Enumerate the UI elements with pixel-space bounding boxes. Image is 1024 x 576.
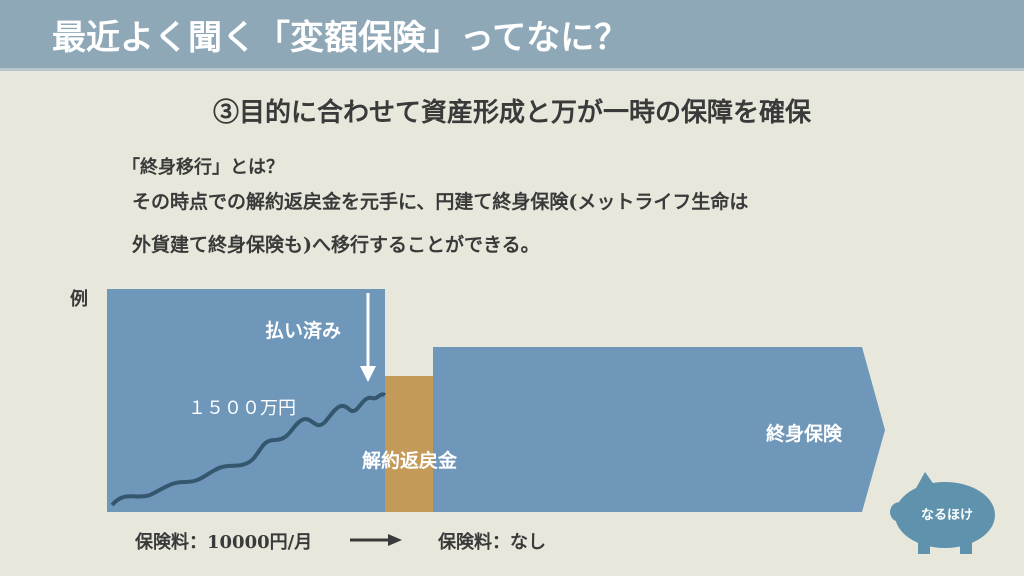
- premium-before: 保険料：10000円/月: [135, 532, 313, 553]
- whole-life-arrow: [433, 347, 885, 512]
- surrender-label: 解約返戻金: [362, 450, 458, 472]
- growth-line: [110, 392, 387, 507]
- subtitle: ③目的に合わせて資産形成と万が一時の保障を確保: [212, 98, 811, 128]
- surrender-block: [385, 376, 433, 512]
- example-label: 例: [70, 289, 88, 310]
- paid-label: 払い済み: [265, 320, 342, 342]
- definition-term: 「終身移行」とは？: [122, 157, 284, 178]
- title: 最近よく聞く「変額保険」ってなに？: [52, 18, 629, 58]
- header-band: [0, 0, 1024, 71]
- pig-body: [895, 482, 995, 548]
- pig-leg: [918, 540, 930, 554]
- amount-label: １５００万円: [188, 398, 296, 419]
- logo-text: なるほけ: [921, 508, 973, 523]
- whole-life-label: 終身保険: [766, 423, 843, 445]
- pig-ear: [915, 472, 935, 490]
- premium-after: 保険料：なし: [438, 532, 546, 553]
- logo: なるほけ: [890, 472, 995, 554]
- pig-snout: [890, 502, 910, 522]
- definition-line: 外貨建て終身保険も)へ移行することができる。: [132, 234, 540, 256]
- flow-arrowhead: [388, 534, 402, 546]
- paid-arrowhead: [360, 366, 376, 382]
- definition-line: その時点での解約返戻金を元手に、円建て終身保険(メットライフ生命は: [132, 191, 749, 213]
- premium-block: [107, 289, 385, 512]
- pig-leg: [960, 540, 972, 554]
